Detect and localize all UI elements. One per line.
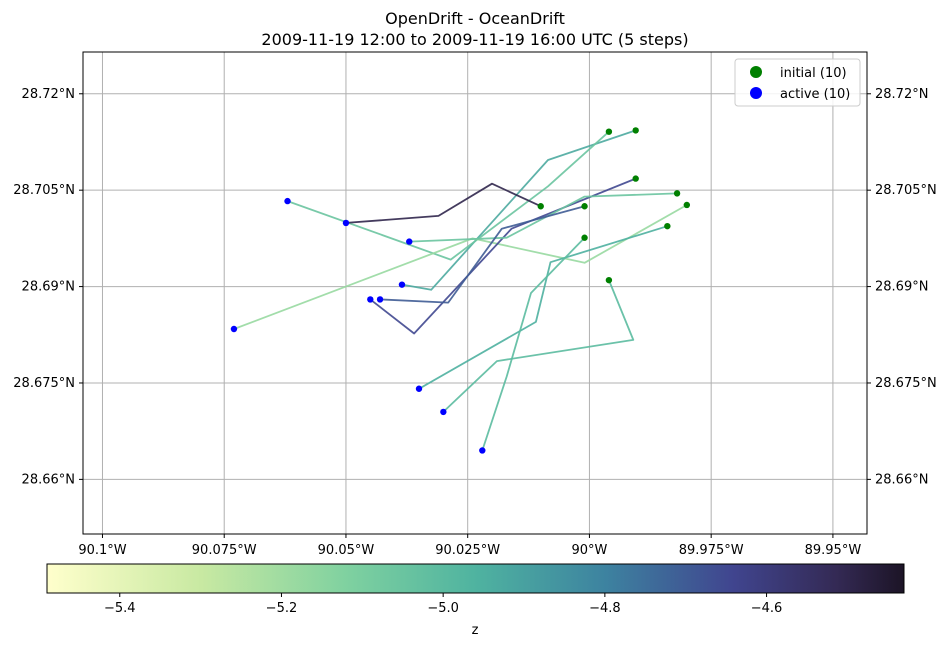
x-tick-label: 89.95°W xyxy=(805,543,862,558)
y-tick-label-right: 28.69°N xyxy=(875,280,928,295)
active-markers xyxy=(230,197,486,454)
x-axis-ticks: 90.1°W 90.075°W 90.05°W 90.025°W 90°W 89.975°… xyxy=(78,534,861,558)
initial-point xyxy=(683,201,691,209)
colorbar-tick-label: −4.8 xyxy=(589,601,621,616)
x-tick-label: 90.075°W xyxy=(192,543,257,558)
x-tick-label: 90.05°W xyxy=(318,543,375,558)
plot-frame xyxy=(82,51,868,535)
initial-markers xyxy=(537,127,691,284)
active-point xyxy=(342,219,350,227)
initial-point xyxy=(632,175,639,182)
trajectory-line xyxy=(442,279,635,413)
colorbar-tick-label: −5.0 xyxy=(427,601,459,616)
active-point xyxy=(230,325,238,333)
trajectory-line xyxy=(418,225,668,390)
active-point xyxy=(415,385,423,392)
x-tick-label: 90°W xyxy=(571,543,607,558)
colorbar: −5.4 −5.2 −5.0 −4.8 −4.6 z xyxy=(46,563,905,638)
y-tick-label-left: 28.72°N xyxy=(22,87,75,102)
legend-marker-initial xyxy=(750,66,762,78)
trajectory-line xyxy=(287,131,610,261)
plot-area xyxy=(83,52,867,534)
chart-title: OpenDrift - OceanDrift xyxy=(385,9,565,28)
colorbar-gradient xyxy=(46,563,905,594)
trajectories xyxy=(233,129,688,451)
legend-marker-active xyxy=(750,87,762,99)
trajectory-line xyxy=(401,129,636,291)
initial-point xyxy=(673,190,681,197)
y-tick-label-right: 28.66°N xyxy=(875,472,928,487)
initial-point xyxy=(605,128,613,135)
trajectory-line xyxy=(345,182,542,224)
colorbar-tick-label: −5.4 xyxy=(104,601,136,616)
legend: initial (10) active (10) xyxy=(734,58,861,107)
y-axis-ticks: 28.66°N 28.66°N 28.675°N 28.675°N 28.69°N 28.… xyxy=(13,87,936,488)
initial-point xyxy=(632,127,639,134)
initial-point xyxy=(581,203,588,210)
legend-label-active: active (10) xyxy=(780,87,850,102)
x-tick-label: 90.1°W xyxy=(78,543,126,558)
colorbar-tick-label: −5.2 xyxy=(266,601,298,616)
active-point xyxy=(284,197,291,205)
y-tick-label-left: 28.69°N xyxy=(22,280,75,295)
legend-box xyxy=(734,58,861,107)
colorbar-label: z xyxy=(472,623,479,638)
active-point xyxy=(440,408,447,416)
colorbar-tick-label: −4.6 xyxy=(751,601,783,616)
colorbar-ticks: −5.4 −5.2 −5.0 −4.8 −4.6 xyxy=(104,593,782,616)
active-point xyxy=(479,447,486,454)
x-tick-label: 89.975°W xyxy=(679,543,744,558)
y-tick-label-left: 28.66°N xyxy=(22,472,75,487)
y-tick-label-left: 28.705°N xyxy=(13,183,75,198)
trajectory-line xyxy=(233,204,688,330)
initial-point xyxy=(537,203,544,210)
trajectory-line xyxy=(481,237,586,451)
active-point xyxy=(406,238,413,245)
trajectory-line xyxy=(379,205,585,304)
y-tick-label-right: 28.705°N xyxy=(875,183,937,198)
chart-subtitle: 2009-11-19 12:00 to 2009-11-19 16:00 UTC… xyxy=(261,30,688,49)
active-point xyxy=(398,281,406,288)
x-tick-label: 90.025°W xyxy=(435,543,500,558)
initial-point xyxy=(664,222,671,230)
y-tick-label-left: 28.675°N xyxy=(13,376,75,391)
active-point xyxy=(376,296,384,303)
active-point xyxy=(367,296,374,303)
legend-label-initial: initial (10) xyxy=(780,66,847,81)
y-tick-label-right: 28.72°N xyxy=(875,87,928,102)
initial-point xyxy=(581,234,588,241)
initial-point xyxy=(605,276,613,284)
y-tick-label-right: 28.675°N xyxy=(875,376,937,391)
